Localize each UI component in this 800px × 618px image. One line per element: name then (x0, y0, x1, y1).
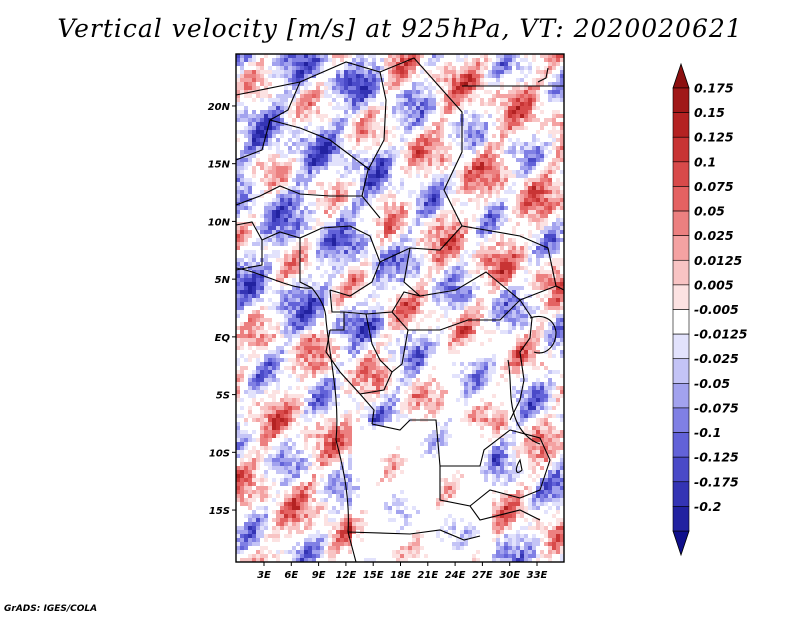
colorbar-bin (672, 161, 690, 187)
colorbar-bin (672, 235, 690, 261)
colorbar-bin (672, 481, 690, 507)
lat-tick-label: 20N (208, 102, 231, 113)
lat-tick-label: 15N (208, 160, 231, 171)
lon-tick-label: 27E (472, 570, 493, 581)
colorbar-label: -0.075 (694, 400, 739, 415)
lat-tick-label: 10N (208, 217, 231, 228)
colorbar-bin (672, 112, 690, 138)
lon-tick-label: 3E (257, 570, 271, 581)
colorbar-top-arrow (672, 62, 690, 89)
colorbar-bin (672, 358, 690, 384)
lat-tick-label: 15S (209, 506, 230, 517)
lat-tick-label: 5S (216, 391, 230, 402)
lon-tick-label: 18E (390, 570, 411, 581)
colorbar-label: -0.125 (694, 450, 739, 465)
colorbar-bin (672, 456, 690, 483)
colorbar-bin (672, 506, 690, 532)
lon-tick-label: 21E (417, 570, 438, 581)
colorbar-label: -0.025 (694, 351, 739, 366)
lon-tick-label: 15E (363, 570, 384, 581)
colorbar-bin (672, 284, 690, 310)
colorbar-bin (672, 432, 690, 458)
colorbar-bin (672, 186, 690, 212)
country-borders (236, 57, 564, 562)
colorbar-label: -0.05 (694, 376, 730, 391)
lon-tick-label: 33E (527, 570, 548, 581)
colorbar-label: -0.2 (694, 499, 721, 514)
colorbar-bin (672, 259, 690, 286)
colorbar-label: 0.05 (694, 204, 725, 219)
lon-tick-label: 9E (312, 570, 326, 581)
colorbar-label: 0.025 (694, 228, 734, 243)
colorbar-label: 0.125 (694, 130, 734, 145)
velocity-field (236, 54, 564, 562)
colorbar-label: -0.1 (694, 425, 721, 440)
colorbar-label: 0.0125 (694, 253, 743, 268)
lon-tick-label: 30E (499, 570, 520, 581)
lat-tick-label: 10S (209, 448, 230, 459)
colorbar-bin (672, 87, 690, 113)
colorbar-label: -0.175 (694, 474, 739, 489)
colorbar-label: 0.075 (694, 179, 734, 194)
lat-tick-label: 5N (215, 275, 231, 286)
colorbar-bin (672, 383, 690, 409)
colorbar-label: 0.1 (694, 154, 716, 169)
colorbar-bin (672, 333, 690, 360)
colorbar-label: 0.005 (694, 277, 734, 292)
lat-tick-label: EQ (215, 333, 231, 344)
colorbar-bin (672, 136, 690, 163)
colorbar-label: -0.0125 (694, 327, 748, 342)
colorbar-label: -0.005 (694, 302, 739, 317)
colorbar-bin (672, 407, 690, 433)
longitude-axis: 3E 6E 9E 12E 15E 18E 21E 24E 27E 30E 33E (257, 562, 548, 581)
lon-tick-label: 12E (336, 570, 357, 581)
colorbar-bin (672, 210, 690, 236)
map-title: Vertical velocity [m/s] at 925hPa, VT: 2… (57, 14, 743, 43)
grads-credit: GrADS: IGES/COLA (4, 604, 98, 614)
colorbar-label: 0.175 (694, 81, 734, 96)
lon-tick-label: 6E (284, 570, 298, 581)
colorbar-label: 0.15 (694, 105, 725, 120)
lon-tick-label: 24E (445, 570, 466, 581)
latitude-axis: 20N 15N 10N 5N EQ 5S 10S 15S (208, 102, 236, 517)
colorbar: 0.175 0.15 0.125 0.1 0.075 0.05 0.025 0.0125 0.0… (672, 62, 748, 557)
colorbar-bin (672, 309, 690, 335)
colorbar-bottom-arrow (672, 530, 690, 557)
